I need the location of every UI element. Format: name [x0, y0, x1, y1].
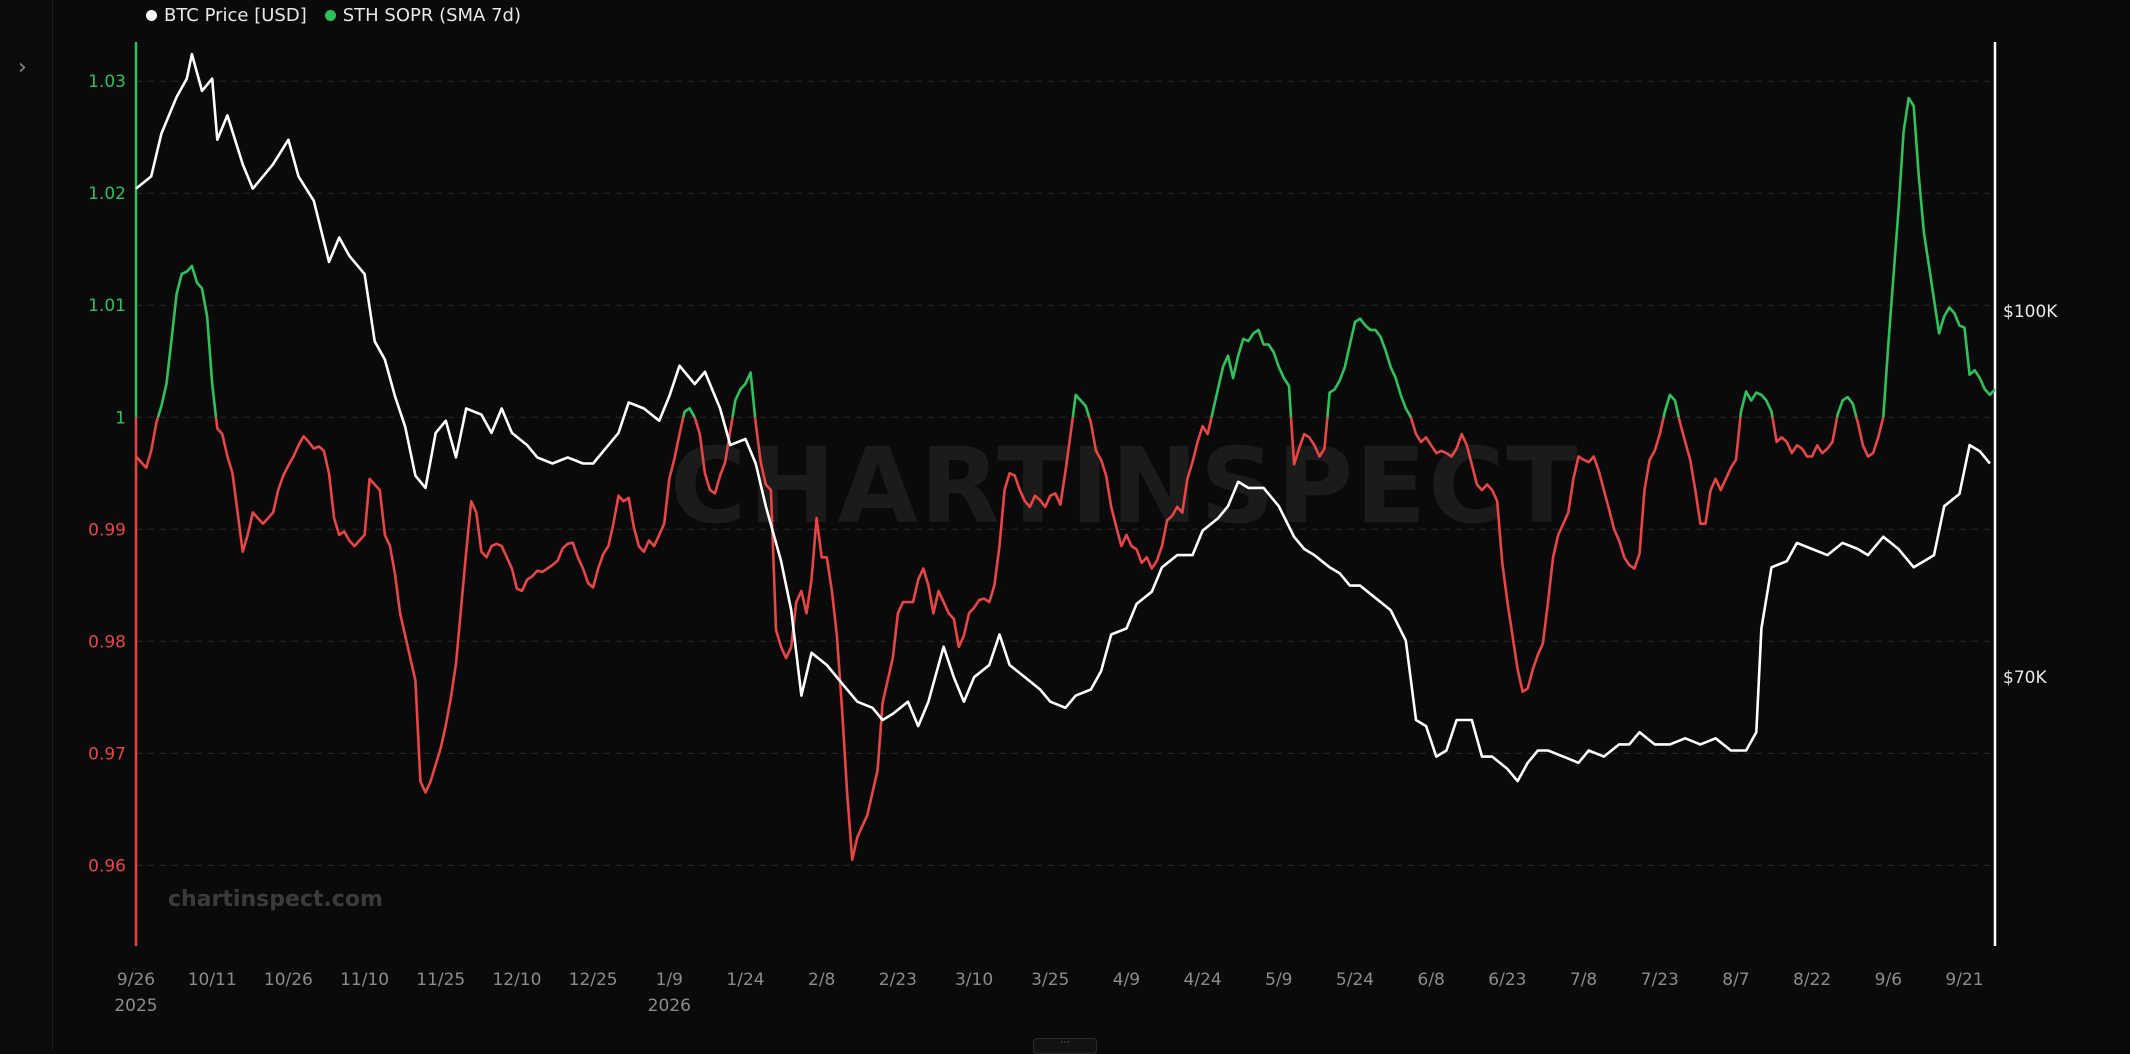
- legend-label-sopr: STH SOPR (SMA 7d): [342, 5, 521, 26]
- y-tick-label-left: 1.02: [88, 184, 126, 204]
- chevron-right-icon[interactable]: ›: [18, 55, 27, 80]
- sopr-line-segment: [1882, 96, 1996, 418]
- sopr-line-segment: [682, 406, 696, 418]
- btc-price-line: [135, 52, 1991, 783]
- sopr-line-segment: [135, 416, 160, 470]
- y-tick-label-left: 1.03: [88, 72, 126, 92]
- y-tick-label-left: 0.97: [88, 744, 126, 764]
- left-rail: ›: [0, 0, 53, 1050]
- x-tick-label: 7/23: [1641, 970, 1679, 990]
- y-tick-label-left: 0.99: [88, 520, 126, 540]
- resize-handle[interactable]: ⋯: [1033, 1038, 1097, 1054]
- sopr-line-segment: [1855, 416, 1885, 458]
- sopr-line-segment: [1409, 416, 1665, 694]
- x-tick-label: 12/10: [492, 970, 541, 990]
- legend-item-sth-sopr[interactable]: STH SOPR (SMA 7d): [324, 5, 521, 26]
- legend-item-btc-price[interactable]: BTC Price [USD]: [146, 5, 307, 26]
- x-tick-label: 10/11: [188, 970, 237, 990]
- sopr-line-segment: [1289, 417, 1329, 466]
- x-tick-label: 5/24: [1336, 970, 1374, 990]
- x-tick-label: 6/8: [1418, 970, 1445, 990]
- y-tick-label-left: 0.98: [88, 632, 126, 652]
- y-tick-label-left: 1: [115, 408, 126, 428]
- sopr-line-segment: [1326, 317, 1413, 418]
- x-tick-label: 3/25: [1031, 970, 1069, 990]
- sopr-line-segment: [1087, 416, 1213, 570]
- x-tick-label: 11/25: [416, 970, 465, 990]
- sopr-line-segment: [214, 417, 685, 794]
- sopr-line-segment: [1677, 417, 1742, 526]
- legend-label-btc: BTC Price [USD]: [164, 5, 307, 26]
- x-tick-label: 10/26: [264, 970, 313, 990]
- y-tick-label-right: $70K: [2003, 668, 2047, 688]
- sopr-line-segment: [1739, 390, 1774, 418]
- x-tick-label: 1/24: [726, 970, 764, 990]
- x-tick-label: 2/23: [879, 970, 917, 990]
- x-tick-label: 4/24: [1184, 970, 1222, 990]
- x-tick-label: 3/10: [955, 970, 993, 990]
- x-tick-label: 8/22: [1793, 970, 1831, 990]
- y-tick-label-right: $100K: [2003, 302, 2058, 322]
- sopr-line-segment: [731, 371, 757, 418]
- x-tick-label: 12/25: [569, 970, 618, 990]
- sopr-line-segment: [1071, 393, 1091, 418]
- x-tick-label: 8/7: [1722, 970, 1749, 990]
- sopr-line-segment: [1771, 417, 1839, 458]
- sopr-line-segment: [753, 417, 1075, 862]
- x-tick-label: 11/10: [340, 970, 389, 990]
- x-tick-label: 9/26: [117, 970, 155, 990]
- x-tick-label: 9/6: [1875, 970, 1902, 990]
- x-tick-label: 6/23: [1488, 970, 1526, 990]
- x-tick-label: 4/9: [1113, 970, 1140, 990]
- legend-dot-btc: [146, 10, 157, 21]
- sopr-line-segment: [1210, 328, 1293, 418]
- legend-dot-sopr: [324, 10, 336, 21]
- x-tick-label: 9/21: [1945, 970, 1983, 990]
- x-tick-label: 2/8: [808, 970, 835, 990]
- sopr-line-segment: [1835, 395, 1858, 418]
- chart-legend: BTC Price [USD] STH SOPR (SMA 7d): [146, 5, 521, 26]
- sopr-line-segment: [1662, 393, 1681, 418]
- x-tick-year-label: 2025: [114, 996, 157, 1016]
- x-tick-label: 5/9: [1265, 970, 1292, 990]
- x-tick-label: 7/8: [1570, 970, 1597, 990]
- sopr-line-segment: [156, 264, 218, 418]
- y-tick-label-left: 1.01: [88, 296, 126, 316]
- y-tick-label-left: 0.96: [88, 856, 126, 876]
- x-tick-year-label: 2026: [648, 996, 691, 1016]
- x-tick-label: 1/9: [656, 970, 683, 990]
